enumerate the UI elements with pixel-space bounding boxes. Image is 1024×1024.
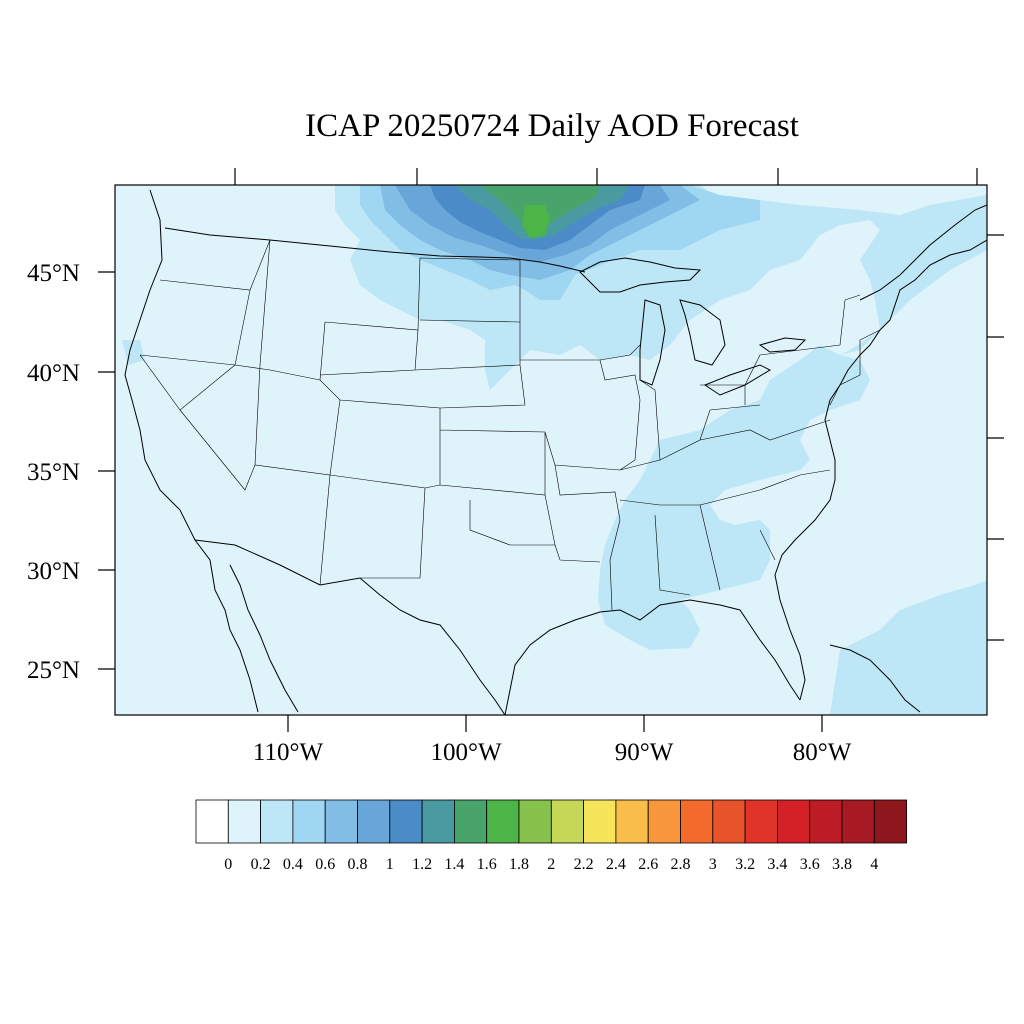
colorbar-swatch [680,799,714,844]
colorbar-tick-label: 1.8 [509,856,529,873]
lon-label-90: 90°W [615,739,674,766]
lat-label-45: 45°N [27,260,80,287]
colorbar-swatch [389,799,423,844]
lake-erie [703,364,772,396]
colorbar-tick-label: 0.2 [251,856,271,873]
colorbar-swatch [292,799,326,844]
colorbar-swatch [873,799,907,844]
baja-coastline [229,564,299,713]
lat-label-25: 25°N [27,657,80,684]
colorbar-swatch [324,799,358,844]
colorbar-tick-label: 3.4 [767,856,787,873]
colorbar-swatch [453,799,488,844]
gulf-coastline [504,599,801,715]
axis-ticks [98,168,1004,732]
colorbar-tick-label: 0.4 [283,856,303,873]
lake-huron [679,299,726,366]
lake-ontario [758,337,807,353]
colorbar-tick-label: 3.2 [735,856,755,873]
lat-label-30: 30°N [27,558,80,585]
colorbar-tick-label: 2 [547,856,555,873]
state-border-lines [139,239,881,611]
lat-label-35: 35°N [27,459,80,486]
colorbar-tick-label: 1 [386,856,394,873]
state-borders [139,239,881,611]
colorbar-swatch [421,799,455,844]
colorbar-swatch [357,799,391,844]
colorbar-swatch [260,799,294,844]
colorbar-tick-label: 1.6 [477,856,497,873]
colorbar-swatch [195,799,229,844]
lake-superior [579,257,702,293]
colorbar-swatch [777,799,811,844]
colorbar-swatch [518,799,552,844]
lat-label-40: 40°N [27,360,80,387]
colorbar-swatch [744,799,778,844]
colorbar-tick-label: 3 [709,856,717,873]
colorbar-swatch [841,799,875,844]
colorbar-swatch [583,799,617,844]
colorbar-swatch [615,799,649,844]
lon-label-100: 100°W [430,739,501,766]
us-canada-border [164,227,586,273]
aod-band-0-2 [335,185,987,650]
cuba-coastline [829,644,921,713]
colorbar-swatch [647,799,681,844]
colorbar-tick-label: 4 [870,856,878,873]
lon-label-80: 80°W [793,739,852,766]
lake-michigan [639,299,666,386]
colorbar-tick-label: 2.6 [638,856,658,873]
colorbar-tick-label: 1.2 [412,856,432,873]
st-lawrence [859,204,987,301]
colorbar-tick-label: 0.8 [348,856,368,873]
colorbar-swatch [809,799,843,844]
aod-band-1-6 [522,205,550,238]
colorbar-swatch [486,799,520,844]
pacific-coastline [124,189,259,713]
colorbar-tick-label: 3.8 [832,856,852,873]
colorbar-swatch [712,799,746,844]
colorbar-tick-label: 3.6 [800,856,820,873]
map-title: ICAP 20250724 Daily AOD Forecast [305,108,799,144]
colorbar-tick-label: 0 [224,856,232,873]
colorbar-swatch [227,799,262,844]
atlantic-coastline [774,239,987,701]
coastlines [124,189,987,715]
aod-colorbar [195,799,907,844]
map-frame [114,184,988,716]
colorbar-tick-label: 2.8 [671,856,691,873]
colorbar-tick-label: 2.2 [574,856,594,873]
colorbar-tick-label: 1.4 [444,856,464,873]
aod-band-0-2-atlantic [830,580,987,715]
lon-label-110: 110°W [253,739,324,766]
colorbar-swatch [550,799,584,844]
colorbar-tick-label: 2.4 [606,856,626,873]
aod-colorbar-labels: 0 0.2 0.4 0.6 0.8 1 1.2 1.4 1.6 1.8 2 2.2 2.4 2.6 2.8 3… [224,856,878,873]
colorbar-tick-label: 0.6 [315,856,335,873]
us-mexico-border [194,539,506,715]
